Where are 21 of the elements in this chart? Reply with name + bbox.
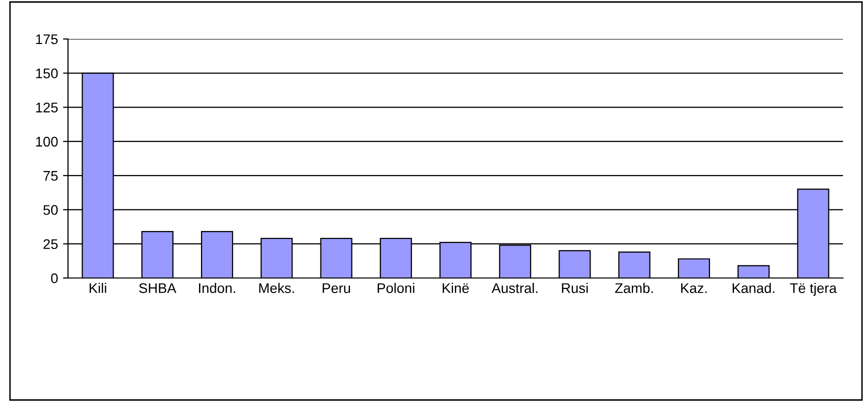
x-tick-label: Kinë <box>442 282 469 294</box>
y-tick-label: 0 <box>51 273 58 284</box>
y-tick-label: 175 <box>36 34 58 44</box>
x-tick-label: Indon. <box>199 282 236 294</box>
x-tick-label: Austral. <box>492 282 538 294</box>
x-tick-label: Zamb. <box>615 282 653 294</box>
x-tick-label: Rusi <box>562 282 588 294</box>
x-tick-label: Poloni <box>378 282 414 294</box>
x-tick-label: Meks. <box>259 282 294 294</box>
x-tick-label: Kaz. <box>681 283 707 294</box>
x-tick-label: Kanad. <box>732 282 774 294</box>
y-tick-label: 75 <box>44 171 58 181</box>
y-tick-label: 25 <box>44 239 58 250</box>
x-tick-label: Peru <box>322 283 350 294</box>
y-tick-label: 100 <box>36 136 58 147</box>
x-tick-label: Të tjera <box>790 282 837 296</box>
y-tick-label: 150 <box>36 68 58 78</box>
x-tick-label: Kili <box>90 282 106 293</box>
x-tick-label: SHBA <box>139 283 176 294</box>
y-tick-label: 50 <box>43 205 58 215</box>
y-tick-label: 125 <box>36 102 58 112</box>
